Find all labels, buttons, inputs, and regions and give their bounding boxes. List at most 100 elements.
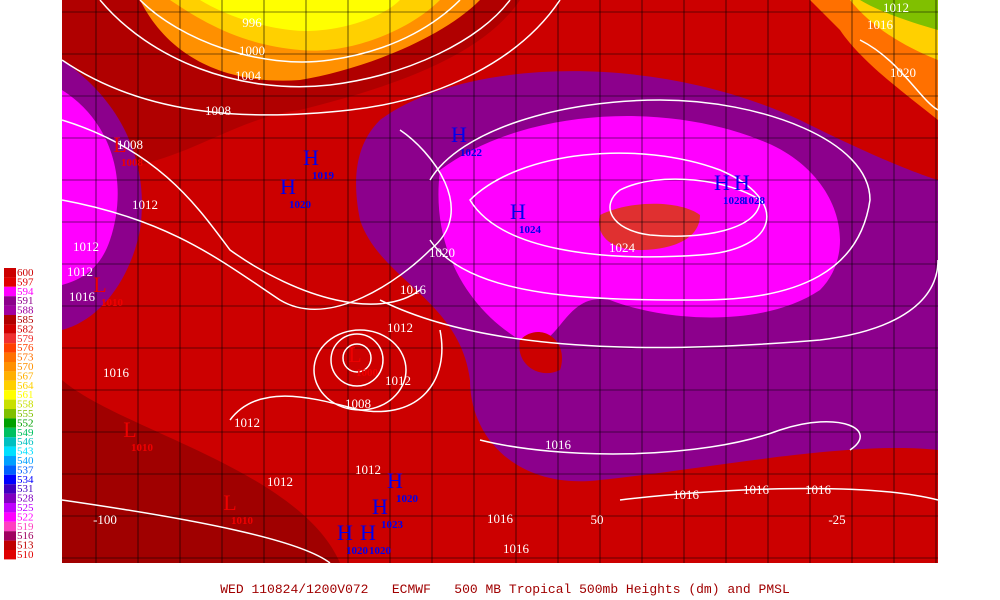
legend-label: 576: [17, 342, 34, 354]
caption: WED 110824/1200V072 ECMWF 500 MB Tropica…: [220, 582, 790, 597]
legend-label: 510: [17, 549, 34, 561]
legend-label: 579: [17, 333, 34, 345]
legend-label: 546: [17, 436, 34, 448]
legend-label: 567: [17, 370, 34, 382]
legend-label: 588: [17, 305, 34, 317]
pressure-center-symbol: H: [387, 468, 403, 493]
legend-swatch: [4, 540, 16, 550]
legend-swatch: [4, 268, 16, 278]
isobar-label: 1012: [234, 415, 260, 430]
legend-label: 513: [17, 540, 34, 552]
isobar-label: 1016: [673, 487, 700, 502]
legend-label: 573: [17, 352, 34, 364]
legend-label: 519: [17, 521, 34, 533]
isobar-label: 1016: [545, 437, 572, 452]
isobar-label: 1008: [205, 103, 231, 118]
isobar-label: 1016: [69, 289, 96, 304]
legend-label: 552: [17, 417, 34, 429]
legend-swatch: [4, 484, 16, 494]
isobar-label: 1020: [890, 65, 916, 80]
legend-label: 531: [17, 483, 34, 495]
legend-label: 570: [17, 361, 34, 373]
legend-label: 591: [17, 295, 34, 307]
pressure-center-value: 1020: [289, 199, 312, 211]
legend-swatch: [4, 333, 16, 344]
legend-swatch: [4, 371, 16, 381]
isobar-label: 1016: [400, 282, 427, 297]
isobar-label: 1016: [487, 511, 514, 526]
legend-label: 582: [17, 323, 34, 335]
legend-swatch: [4, 503, 16, 513]
legend-swatch: [4, 277, 16, 287]
legend-label: 585: [17, 314, 34, 326]
longitude-label: 50: [591, 512, 604, 527]
map-labels: -100 50 -25 996 1000 1004 1008 1008 1012 1012 1012…: [67, 0, 916, 557]
isobar-label: 1012: [385, 373, 411, 388]
pressure-center-value: 1008: [121, 157, 144, 169]
longitude-label: -25: [828, 512, 845, 527]
legend-label: 522: [17, 511, 34, 523]
isobar-label: 1008: [345, 396, 371, 411]
legend-label: 600: [17, 267, 34, 279]
pressure-center-symbol: L: [113, 132, 126, 157]
pressure-center-symbol: H: [280, 174, 296, 199]
legend-swatch: [4, 437, 16, 447]
pressure-center-symbol: H: [303, 145, 319, 170]
isobar-label: 1012: [883, 0, 909, 15]
legend-swatch: [4, 465, 16, 475]
pressure-center-value: 1019: [312, 170, 335, 182]
isobar-label: 1000: [239, 43, 265, 58]
legend-swatch: [4, 286, 16, 297]
legend-swatch: [4, 343, 16, 353]
legend-swatch: [4, 418, 16, 428]
isobars: [61, 0, 939, 564]
legend-swatch: [4, 324, 16, 334]
legend-swatch: [4, 531, 16, 541]
legend-swatch: [4, 409, 16, 419]
legend-swatch: [4, 456, 16, 466]
isobar-label: 1016: [867, 17, 894, 32]
pressure-center-symbol: L: [348, 342, 361, 367]
legend-swatch: [4, 427, 16, 438]
longitude-label: -100: [93, 512, 117, 527]
pressure-center-value: 1024: [519, 224, 542, 236]
pressure-center-symbol: L: [123, 417, 136, 442]
legend-label: 549: [17, 427, 34, 439]
pressure-center-symbol: H: [510, 199, 526, 224]
isobar-label: 1004: [235, 68, 262, 83]
isobar-label: 1016: [805, 482, 832, 497]
height-field: [62, 0, 938, 563]
legend-swatch: [4, 305, 16, 315]
isobar-label: 1024: [609, 240, 636, 255]
pressure-center-value: 1020: [369, 545, 392, 557]
pressure-center-value: 1010: [131, 442, 154, 454]
pressure-center-value: 1023: [381, 519, 404, 531]
pressure-center-value: 1020: [396, 493, 419, 505]
isobar-label: 1012: [267, 474, 293, 489]
legend-label: 561: [17, 389, 34, 401]
color-legend: 6005975945915885855825795765735705675645…: [4, 267, 34, 561]
isobar-label: 1012: [67, 264, 93, 279]
legend-label: 540: [17, 455, 34, 467]
legend-swatch: [4, 512, 16, 522]
legend-label: 534: [17, 474, 34, 486]
pressure-center-value: 1022: [460, 147, 483, 159]
legend-swatch: [4, 390, 16, 400]
isobar-label: 1016: [743, 482, 770, 497]
pressure-center-symbol: H: [372, 494, 388, 519]
legend-label: 555: [17, 408, 34, 420]
legend-swatch: [4, 474, 16, 485]
legend-swatch: [4, 550, 16, 560]
legend-swatch: [4, 362, 16, 372]
isobar-label: 996: [242, 15, 262, 30]
pressure-center-symbol: H: [451, 122, 467, 147]
legend-label: 558: [17, 399, 34, 411]
pressure-center-value: 1010: [101, 297, 124, 309]
pressure-center-value: 1010: [231, 515, 254, 527]
isobar-label: 1008: [117, 137, 143, 152]
legend-swatch: [4, 296, 16, 306]
isobar-label: 1016: [503, 541, 530, 556]
pressure-center-value: 1028: [723, 195, 746, 207]
pressure-center-symbol: H: [734, 170, 750, 195]
pressure-center-value: 1020: [346, 545, 369, 557]
